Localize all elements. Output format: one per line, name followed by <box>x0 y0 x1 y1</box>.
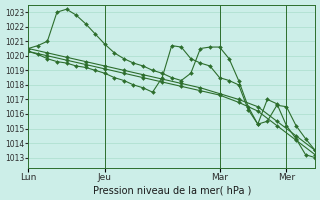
X-axis label: Pression niveau de la mer( hPa ): Pression niveau de la mer( hPa ) <box>92 185 251 195</box>
